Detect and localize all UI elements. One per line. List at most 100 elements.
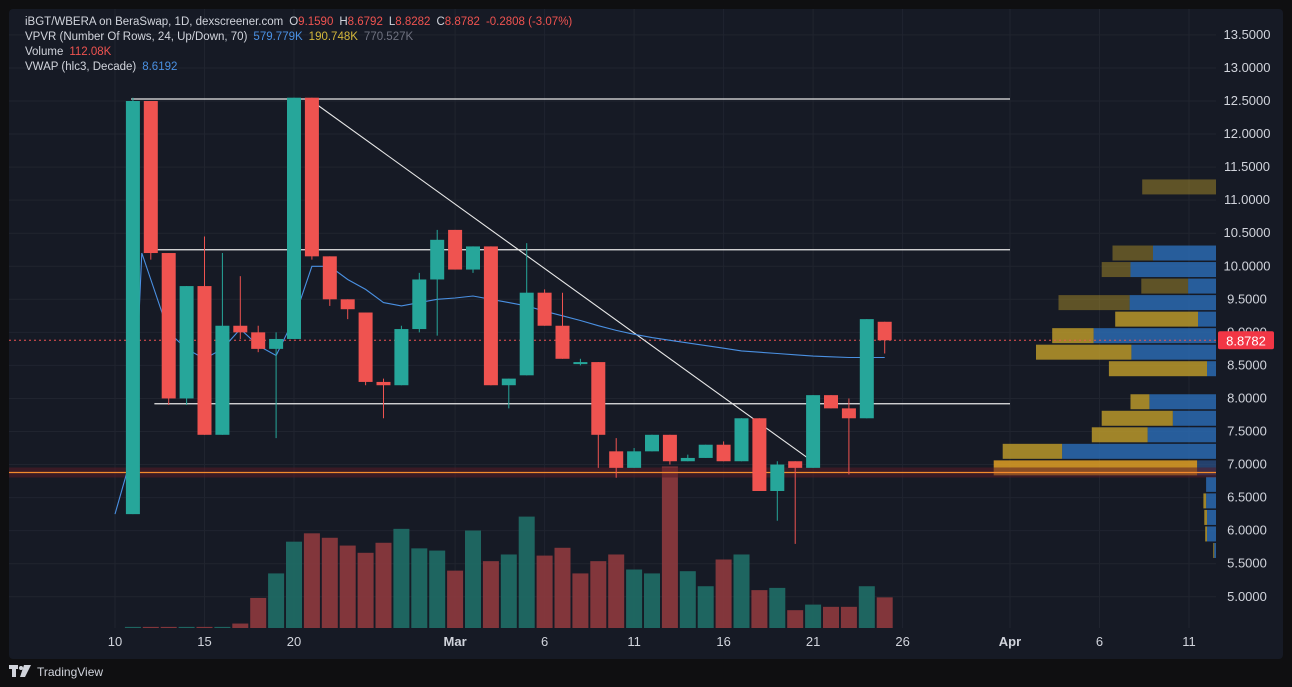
volume-bar-22 [518, 516, 535, 628]
vpvr-up-6 [1093, 328, 1216, 344]
chart-svg[interactable]: 13.5000 13.0000 12.5000 12.0000 11.5000 11.00… [9, 9, 1283, 659]
price-tick-13: 7.0000 [1227, 457, 1267, 472]
vpvr-histogram [993, 179, 1216, 558]
vpvr-down-8 [1108, 361, 1207, 377]
vpvr-down-5 [1115, 311, 1198, 327]
price-tick-3: 12.0000 [1224, 126, 1271, 141]
volume-bar-19 [465, 530, 481, 628]
time-tick-9: Apr [999, 634, 1021, 649]
volume-bar-33 [715, 559, 732, 628]
candle-body-32 [698, 444, 713, 458]
price-tick-17: 5.0000 [1227, 589, 1267, 604]
time-tick-3: Mar [444, 634, 467, 649]
legend-vpvr-row[interactable]: VPVR (Number Of Rows, 24, Up/Down, 70) 57… [25, 31, 419, 43]
legend-vpvr-label[interactable]: VPVR (Number Of Rows, 24, Up/Down, 70) [25, 31, 248, 43]
vpvr-down-0 [1142, 179, 1216, 195]
legend-vpvr-down: 190.748K [308, 31, 358, 43]
candle-body-16 [412, 279, 427, 330]
trendline[interactable] [311, 100, 809, 459]
volume-bar-27 [608, 554, 625, 628]
candle-body-20 [483, 246, 498, 386]
volume-bar-34 [733, 554, 750, 628]
candle-body-6 [233, 325, 248, 333]
volume-bar-20 [482, 561, 499, 628]
legend-c-label: C [436, 16, 445, 28]
candle-body-13 [358, 312, 373, 382]
volume-bar-23 [536, 555, 553, 628]
volume-bar-32 [697, 586, 714, 628]
vpvr-down-17 [1205, 526, 1207, 542]
vpvr-up-3 [1188, 278, 1216, 294]
legend-vwap-row[interactable]: VWAP (hlc3, Decade) 8.6192 [25, 61, 183, 73]
volume-bar-28 [626, 569, 643, 628]
time-tick-2: 20 [287, 634, 301, 649]
vpvr-up-7 [1131, 344, 1216, 360]
vpvr-up-2 [1130, 262, 1216, 278]
volume-bar-6 [232, 623, 249, 628]
legend-symbol-row: iBGT/WBERA on BeraSwap, 1D, dexscreener.… [25, 16, 578, 28]
volume-bar-25 [572, 573, 589, 628]
price-tick-5: 11.0000 [1224, 192, 1270, 207]
volume-bars [124, 466, 893, 628]
volume-bar-5 [214, 626, 231, 628]
candle-body-5 [215, 325, 230, 435]
price-tick-6: 10.5000 [1224, 225, 1271, 240]
volume-bar-4 [196, 626, 213, 628]
vpvr-up-18 [1214, 542, 1216, 558]
vpvr-down-12 [1002, 443, 1063, 459]
vpvr-down-1 [1112, 245, 1153, 261]
vpvr-down-3 [1141, 278, 1189, 294]
price-tick-11: 8.0000 [1227, 390, 1267, 405]
legend-volume-label[interactable]: Volume [25, 46, 64, 58]
vpvr-up-4 [1129, 295, 1216, 311]
time-tick-11: 11 [1182, 634, 1196, 649]
tradingview-logo-icon[interactable] [9, 664, 31, 680]
legend-l-label: L [388, 16, 396, 28]
candle-body-15 [394, 329, 409, 386]
price-axis[interactable]: 13.5000 13.0000 12.5000 12.0000 11.5000 11.00… [1224, 27, 1271, 604]
vpvr-up-15 [1206, 493, 1216, 509]
volume-bar-10 [303, 533, 320, 628]
volume-bar-18 [447, 570, 464, 628]
candle-body-40 [841, 408, 856, 419]
price-tick-8: 9.5000 [1227, 291, 1267, 306]
footer-brand[interactable]: TradingView [37, 665, 104, 679]
candle-body-33 [716, 444, 731, 462]
volume-bar-24 [554, 547, 571, 628]
price-badge-text: 8.8782 [1226, 333, 1266, 348]
candle-body-22 [519, 292, 534, 376]
candle-body-37 [788, 461, 803, 468]
price-tick-1: 13.0000 [1224, 60, 1271, 75]
candle-body-34 [734, 418, 749, 462]
price-tick-16: 5.5000 [1227, 556, 1267, 571]
chart-panel[interactable]: 13.5000 13.0000 12.5000 12.0000 11.5000 11.00… [9, 9, 1283, 659]
volume-bar-7 [250, 597, 267, 628]
candle-body-24 [555, 325, 570, 359]
volume-bar-16 [411, 548, 428, 628]
volume-bar-41 [858, 586, 875, 628]
price-tick-7: 10.0000 [1224, 258, 1271, 273]
legend-high: 8.6792 [347, 16, 383, 28]
candle-body-28 [627, 451, 642, 468]
legend-vwap-label[interactable]: VWAP (hlc3, Decade) [25, 61, 137, 73]
volume-bar-13 [357, 552, 374, 628]
legend-vpvr-up: 579.779K [253, 31, 303, 43]
candle-body-19 [466, 246, 480, 270]
candle-body-30 [662, 434, 677, 462]
candle-body-4 [197, 286, 212, 435]
time-axis[interactable]: 10 15 20 Mar 6 11 16 21 26 Apr 6 11 [108, 634, 1196, 649]
candle-body-3 [179, 286, 194, 399]
candle-body-11 [322, 256, 337, 300]
legend-open: 9.1590 [298, 16, 334, 28]
candle-body-31 [680, 457, 695, 462]
legend-h-label: H [339, 16, 348, 28]
volume-bar-30 [661, 466, 678, 628]
time-tick-7: 21 [806, 634, 820, 649]
price-tick-4: 11.5000 [1224, 159, 1270, 174]
legend-volume-row[interactable]: Volume 112.08K [25, 46, 117, 58]
candle-body-12 [340, 299, 355, 310]
price-badge-bg [1218, 331, 1274, 350]
legend-symbol: iBGT/WBERA on BeraSwap, 1D, dexscreener.… [25, 16, 284, 28]
volume-bar-0 [124, 626, 141, 628]
vpvr-up-11 [1147, 427, 1216, 443]
